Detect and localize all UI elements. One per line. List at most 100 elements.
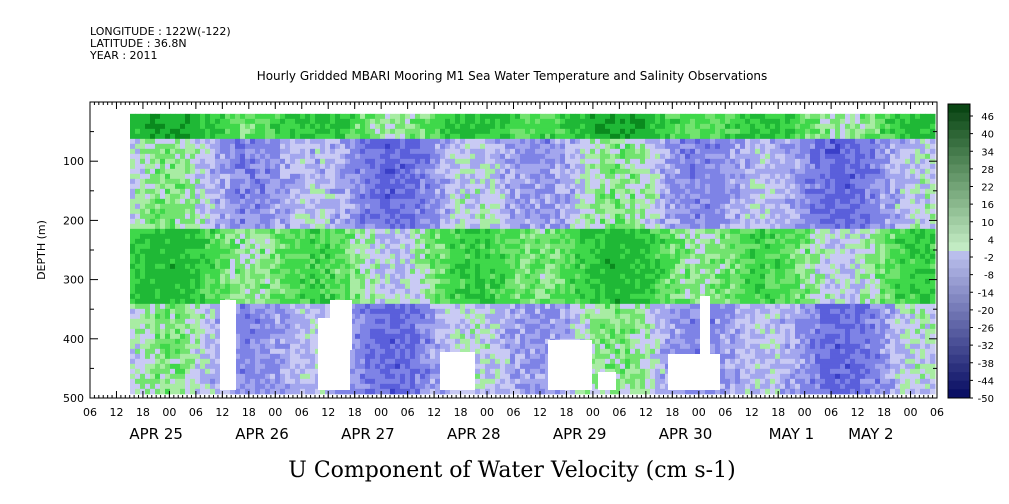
heatmap-cell <box>450 313 456 320</box>
heatmap-cell <box>175 283 181 290</box>
heatmap-cell <box>280 173 286 180</box>
heatmap-cell <box>465 388 471 395</box>
heatmap-cell <box>305 228 311 235</box>
heatmap-cell <box>480 163 486 170</box>
heatmap-cell <box>305 298 311 305</box>
heatmap-cell <box>190 228 196 235</box>
heatmap-cell <box>240 303 246 310</box>
heatmap-cell <box>385 248 391 255</box>
heatmap-cell <box>385 223 391 230</box>
heatmap-cell <box>145 343 151 350</box>
heatmap-cell <box>460 183 466 190</box>
heatmap-cell <box>380 298 386 305</box>
heatmap-cell <box>240 133 246 140</box>
heatmap-cell <box>565 253 571 260</box>
heatmap-cell <box>495 328 501 335</box>
heatmap-cell <box>505 273 511 280</box>
heatmap-cell <box>440 308 446 315</box>
heatmap-cell <box>410 173 416 180</box>
heatmap-cell <box>325 118 331 125</box>
heatmap-cell <box>375 343 381 350</box>
heatmap-cell <box>435 113 441 120</box>
heatmap-cell <box>525 153 531 160</box>
heatmap-cell <box>275 308 281 315</box>
heatmap-cell <box>345 223 351 230</box>
heatmap-cell <box>430 288 436 295</box>
heatmap-cell <box>515 223 521 230</box>
heatmap-cell <box>135 128 141 135</box>
heatmap-cell <box>440 273 446 280</box>
heatmap-cell <box>300 218 306 225</box>
heatmap-cell <box>320 168 326 175</box>
heatmap-cell <box>555 203 561 210</box>
heatmap-cell <box>345 188 351 195</box>
heatmap-cell <box>505 148 511 155</box>
heatmap-cell <box>225 173 231 180</box>
heatmap-cell <box>150 158 156 165</box>
heatmap-cell <box>355 163 361 170</box>
heatmap-cell <box>290 138 296 145</box>
heatmap-cell <box>235 158 241 165</box>
heatmap-cell <box>465 153 471 160</box>
heatmap-cell <box>240 363 246 370</box>
heatmap-cell <box>380 308 386 315</box>
heatmap-cell <box>230 113 236 120</box>
heatmap-cell <box>360 328 366 335</box>
heatmap-cell <box>530 143 536 150</box>
heatmap-cell <box>285 223 291 230</box>
heatmap-cell <box>150 163 156 170</box>
heatmap-cell <box>160 198 166 205</box>
heatmap-cell <box>255 183 261 190</box>
heatmap-cell <box>320 258 326 265</box>
heatmap-cell <box>175 133 181 140</box>
heatmap-cell <box>555 323 561 330</box>
heatmap-cell <box>495 363 501 370</box>
heatmap-cell <box>465 273 471 280</box>
heatmap-cell <box>180 248 186 255</box>
heatmap-cell <box>485 378 491 385</box>
heatmap-cell <box>560 253 566 260</box>
heatmap-cell <box>380 133 386 140</box>
heatmap-cell <box>280 303 286 310</box>
heatmap-cell <box>195 353 201 360</box>
heatmap-cell <box>455 198 461 205</box>
heatmap-cell <box>470 388 476 395</box>
heatmap-cell <box>480 228 486 235</box>
heatmap-cell <box>140 113 146 120</box>
heatmap-cell <box>530 158 536 165</box>
heatmap-cell <box>510 273 516 280</box>
heatmap-cell <box>480 143 486 150</box>
heatmap-cell <box>395 223 401 230</box>
heatmap-cell <box>570 328 576 335</box>
heatmap-cell <box>475 138 481 145</box>
heatmap-cell <box>435 193 441 200</box>
heatmap-cell <box>395 213 401 220</box>
heatmap-cell <box>530 353 536 360</box>
heatmap-cell <box>565 163 571 170</box>
heatmap-cell <box>295 218 301 225</box>
heatmap-cell <box>375 258 381 265</box>
heatmap-cell <box>145 218 151 225</box>
heatmap-cell <box>320 303 326 310</box>
heatmap-cell <box>185 258 191 265</box>
heatmap-cell <box>370 263 376 270</box>
heatmap-cell <box>405 278 411 285</box>
heatmap-cell <box>300 158 306 165</box>
heatmap-cell <box>425 218 431 225</box>
heatmap-cell <box>215 348 221 355</box>
heatmap-cell <box>165 293 171 300</box>
heatmap-cell <box>465 188 471 195</box>
heatmap-cell <box>150 153 156 160</box>
heatmap-cell <box>190 233 196 240</box>
heatmap-cell <box>265 333 271 340</box>
heatmap-cell <box>470 283 476 290</box>
heatmap-cell <box>160 293 166 300</box>
heatmap-cell <box>495 323 501 330</box>
heatmap-cell <box>410 308 416 315</box>
heatmap-cell <box>415 118 421 125</box>
heatmap-cell <box>525 218 531 225</box>
heatmap-cell <box>150 308 156 315</box>
heatmap-cell <box>575 148 581 155</box>
heatmap-cell <box>270 198 276 205</box>
heatmap-cell <box>520 353 526 360</box>
